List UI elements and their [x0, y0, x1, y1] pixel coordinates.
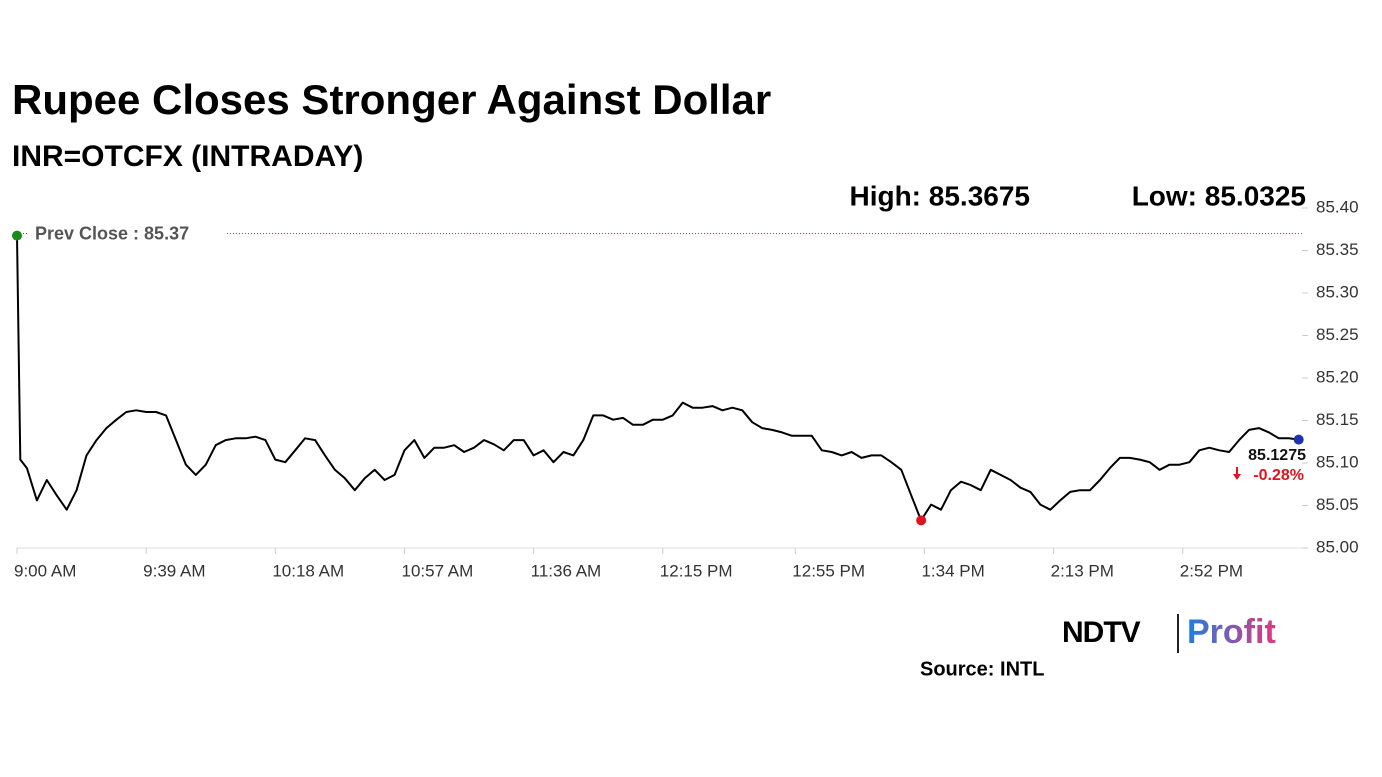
y-tick-label: 85.00 [1316, 537, 1359, 556]
x-tick-label: 9:39 AM [143, 561, 205, 580]
high-label: High: 85.3675 [849, 180, 1030, 211]
source: Source: INTL [920, 658, 1044, 680]
point-marker [1293, 434, 1304, 445]
point-marker [12, 230, 22, 241]
y-tick-label: 85.40 [1316, 197, 1359, 216]
x-tick-label: 2:52 PM [1180, 561, 1243, 580]
x-tick-label: 10:18 AM [272, 561, 344, 580]
x-tick-label: 11:36 AM [531, 561, 602, 580]
x-tick-label: 12:55 PM [792, 561, 865, 580]
down-arrow [1233, 467, 1241, 480]
x-tick-label: 10:57 AM [401, 561, 473, 580]
y-tick-label: 85.30 [1316, 282, 1359, 301]
x-tick-label: 2:13 PM [1051, 561, 1114, 580]
x-tick-label: 12:15 PM [660, 561, 733, 580]
y-tick-label: 85.10 [1316, 452, 1359, 471]
logo-ndtv: NDTV [1062, 616, 1141, 649]
chart-subtitle: INR=OTCFX (INTRADAY) [12, 140, 363, 173]
y-tick-label: 85.35 [1316, 240, 1359, 259]
x-tick-label: 9:00 AM [14, 561, 76, 580]
chart-title: Rupee Closes Stronger Against Dollar [12, 76, 771, 123]
logo-profit: Profit [1187, 613, 1276, 651]
last-value-label: 85.1275 [1248, 447, 1306, 464]
point-marker [916, 515, 927, 526]
prev-close-bg [28, 221, 226, 246]
change-label: -0.28% [1253, 467, 1304, 484]
y-tick-label: 85.25 [1316, 325, 1359, 344]
x-tick-label: 1:34 PM [921, 561, 984, 580]
y-tick-label: 85.05 [1316, 495, 1359, 514]
y-tick-label: 85.20 [1316, 367, 1359, 386]
low-label: Low: 85.0325 [1132, 180, 1306, 211]
prev-close-label: Prev Close : 85.37 [35, 223, 189, 243]
price-line [16, 235, 1299, 522]
y-tick-label: 85.15 [1316, 410, 1359, 429]
